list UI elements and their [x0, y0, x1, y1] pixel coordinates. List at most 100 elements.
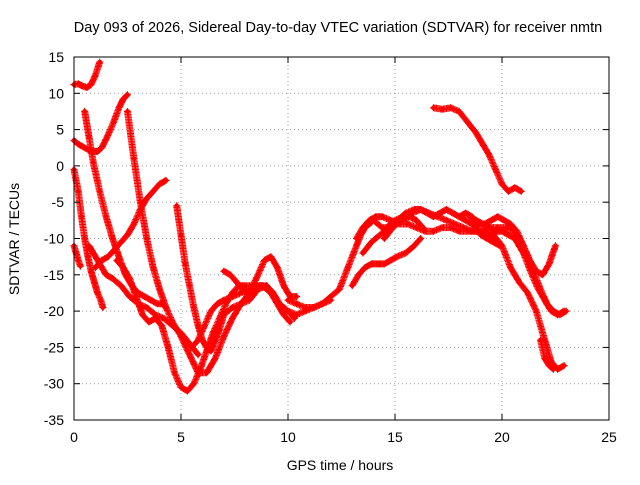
data-point — [95, 290, 100, 296]
data-point — [118, 283, 124, 289]
data-point — [125, 109, 130, 114]
data-point — [497, 243, 503, 249]
data-point — [463, 217, 468, 223]
data-point — [80, 83, 85, 89]
data-point — [407, 214, 413, 220]
series-track-15 — [348, 235, 425, 290]
data-point — [456, 228, 462, 234]
data-point — [155, 301, 160, 307]
data-point — [78, 263, 83, 269]
data-point — [414, 225, 419, 231]
data-point — [73, 250, 79, 256]
y-tick-label: -25 — [44, 339, 64, 355]
y-tick-label: -35 — [44, 412, 64, 428]
data-point — [270, 290, 276, 296]
data-point — [178, 232, 184, 238]
data-layer — [70, 58, 570, 395]
data-point — [555, 366, 560, 372]
data-point — [110, 236, 115, 241]
y-tick-label: 0 — [56, 158, 64, 174]
data-point — [356, 272, 361, 278]
data-point — [439, 106, 445, 112]
data-point — [189, 345, 195, 350]
data-point — [148, 297, 154, 303]
data-point — [157, 181, 163, 187]
data-point — [551, 366, 556, 372]
data-point — [264, 283, 269, 289]
y-tick-label: -20 — [44, 303, 64, 319]
data-point — [448, 225, 453, 231]
data-point — [144, 236, 150, 241]
data-point — [488, 217, 494, 223]
data-point — [182, 261, 188, 267]
data-point — [163, 305, 169, 310]
data-point — [212, 337, 218, 343]
data-point — [546, 261, 552, 267]
data-point — [422, 228, 428, 234]
data-point — [172, 370, 178, 376]
data-point — [465, 228, 471, 234]
data-point — [75, 81, 81, 87]
series-track-22 — [537, 336, 557, 373]
data-point — [388, 257, 394, 263]
data-point — [79, 214, 84, 220]
chart-title: Day 093 of 2026, Sidereal Day-to-day VTE… — [74, 20, 602, 36]
x-tick-label: 5 — [177, 429, 185, 445]
data-point — [486, 152, 492, 158]
data-point — [561, 363, 567, 368]
data-point — [381, 236, 387, 241]
data-point — [403, 250, 409, 256]
data-point — [521, 250, 526, 256]
data-point — [287, 319, 293, 325]
y-tick-label: -15 — [44, 267, 64, 283]
data-point — [221, 334, 227, 339]
data-point — [215, 301, 220, 307]
data-point — [191, 305, 197, 310]
data-point — [465, 119, 471, 125]
data-point — [144, 305, 150, 310]
data-point — [508, 221, 513, 227]
data-point — [508, 265, 513, 270]
data-point — [234, 279, 240, 285]
data-point — [133, 294, 139, 299]
data-point — [555, 312, 560, 318]
data-point — [311, 305, 317, 310]
data-point — [375, 261, 381, 267]
data-point — [217, 326, 222, 332]
data-point — [349, 283, 355, 289]
data-point — [478, 232, 483, 238]
data-point — [463, 210, 468, 216]
data-point — [255, 272, 261, 278]
data-point — [195, 352, 201, 358]
data-point — [294, 301, 299, 307]
data-point — [103, 214, 109, 220]
data-point — [88, 82, 94, 87]
data-point — [456, 109, 462, 114]
data-point — [110, 276, 115, 281]
data-point — [100, 305, 106, 310]
x-tick-label: 15 — [387, 429, 403, 445]
data-point — [249, 294, 255, 299]
data-point — [512, 236, 518, 241]
data-point — [274, 265, 280, 270]
data-point — [120, 96, 126, 102]
data-point — [444, 217, 449, 223]
data-point — [480, 221, 486, 227]
data-point — [542, 297, 548, 303]
data-point — [208, 308, 214, 314]
series-track-2 — [70, 91, 131, 155]
data-point — [157, 286, 163, 292]
data-point — [540, 272, 546, 278]
data-point — [191, 381, 197, 387]
data-point — [281, 312, 287, 318]
data-point — [403, 210, 409, 216]
data-point — [414, 217, 419, 223]
data-point — [262, 257, 267, 263]
data-point — [345, 265, 351, 270]
data-point — [360, 225, 366, 231]
data-point — [448, 105, 453, 111]
data-point — [242, 283, 248, 289]
data-point — [493, 167, 498, 172]
data-point — [548, 308, 554, 314]
